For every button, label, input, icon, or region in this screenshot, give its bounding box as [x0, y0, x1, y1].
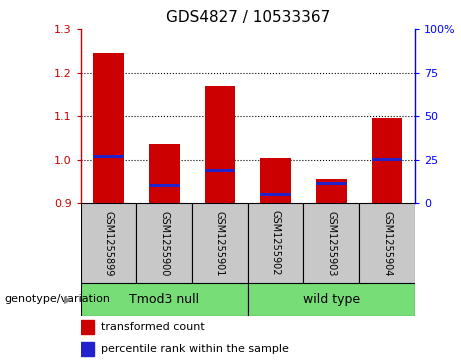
- Bar: [192, 203, 248, 283]
- Bar: [149, 144, 179, 203]
- Text: GSM1255903: GSM1255903: [326, 211, 337, 276]
- Bar: [248, 203, 303, 283]
- Text: genotype/variation: genotype/variation: [5, 294, 111, 305]
- Text: wild type: wild type: [303, 293, 360, 306]
- Text: GSM1255899: GSM1255899: [104, 211, 113, 276]
- Bar: [81, 203, 136, 283]
- Text: GSM1255902: GSM1255902: [271, 211, 281, 276]
- Bar: [316, 179, 347, 203]
- Text: percentile rank within the sample: percentile rank within the sample: [100, 344, 289, 354]
- Bar: [260, 193, 291, 196]
- Bar: [205, 169, 235, 172]
- Bar: [316, 182, 347, 185]
- Bar: [136, 203, 192, 283]
- Bar: [93, 53, 124, 203]
- Title: GDS4827 / 10533367: GDS4827 / 10533367: [165, 10, 330, 25]
- Bar: [81, 283, 248, 316]
- Bar: [372, 118, 402, 203]
- Text: ▶: ▶: [64, 294, 71, 305]
- Text: transformed count: transformed count: [100, 322, 205, 332]
- Bar: [372, 158, 402, 161]
- Bar: [359, 203, 415, 283]
- Bar: [81, 319, 94, 334]
- Bar: [81, 342, 94, 356]
- Bar: [149, 184, 179, 187]
- Bar: [93, 155, 124, 158]
- Bar: [260, 158, 291, 203]
- Text: GSM1255900: GSM1255900: [159, 211, 169, 276]
- Bar: [303, 203, 359, 283]
- Bar: [248, 283, 415, 316]
- Text: GSM1255904: GSM1255904: [382, 211, 392, 276]
- Text: Tmod3 null: Tmod3 null: [129, 293, 199, 306]
- Bar: [205, 86, 235, 203]
- Text: GSM1255901: GSM1255901: [215, 211, 225, 276]
